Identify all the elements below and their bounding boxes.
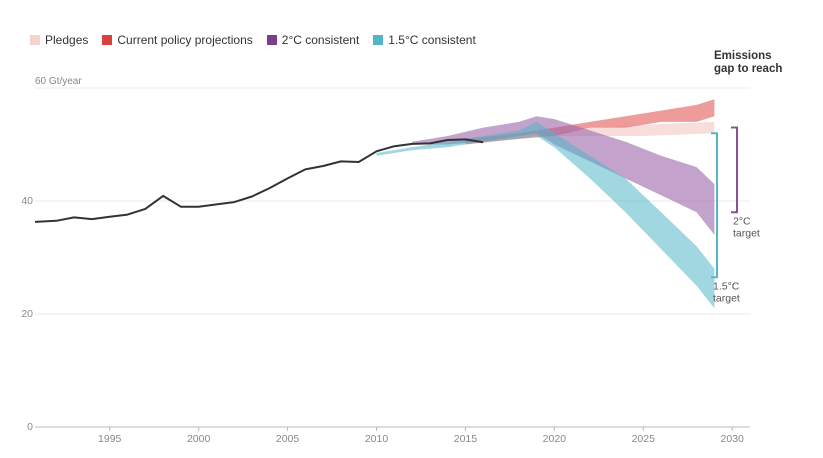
chart-legend: Pledges Current policy projections 2°C c… xyxy=(30,33,476,47)
target-1-5c-bracket xyxy=(711,132,718,279)
x-tick-label: 1995 xyxy=(98,433,122,445)
emissions-gap-title: Emissions gap to reach xyxy=(714,50,783,75)
x-tick-label: 2025 xyxy=(632,433,656,445)
y-axis-label: 60 Gt/year xyxy=(35,76,82,87)
target-2c-bracket xyxy=(731,126,738,214)
legend-swatch xyxy=(30,35,40,45)
legend-label: 2°C consistent xyxy=(281,33,360,47)
legend-swatch xyxy=(102,35,113,45)
legend-label: 1.5°C consistent xyxy=(388,33,476,47)
y-tick-label: 40 xyxy=(21,195,33,207)
legend-label: Pledges xyxy=(45,33,89,47)
target-label: 2°C xyxy=(733,215,751,227)
band-1-5c xyxy=(376,121,715,309)
x-tick-label: 2010 xyxy=(365,433,389,445)
x-tick-label: 2030 xyxy=(721,433,745,445)
x-tick-label: 2005 xyxy=(276,433,300,445)
x-tick-label: 2015 xyxy=(454,433,478,445)
target-label: target xyxy=(733,227,760,239)
historical-emissions-line xyxy=(34,138,484,223)
target-label: target xyxy=(713,292,740,304)
x-tick-label: 2020 xyxy=(543,433,567,445)
legend-label: Current policy projections xyxy=(117,33,253,47)
legend-swatch xyxy=(373,35,384,45)
target-label: 1.5°C xyxy=(713,280,740,292)
legend-item-1-5c[interactable]: 1.5°C consistent xyxy=(373,33,476,47)
y-tick-label: 0 xyxy=(27,421,33,433)
x-tick-label: 2000 xyxy=(187,433,211,445)
legend-item-2c[interactable]: 2°C consistent xyxy=(266,33,360,47)
legend-item-current-policy[interactable]: Current policy projections xyxy=(102,33,253,47)
legend-swatch xyxy=(266,35,277,45)
y-tick-label: 20 xyxy=(21,308,33,320)
legend-item-pledges[interactable]: Pledges xyxy=(30,33,88,47)
